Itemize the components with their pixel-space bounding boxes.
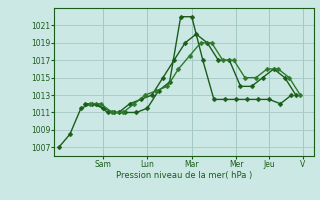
X-axis label: Pression niveau de la mer( hPa ): Pression niveau de la mer( hPa )	[116, 171, 252, 180]
